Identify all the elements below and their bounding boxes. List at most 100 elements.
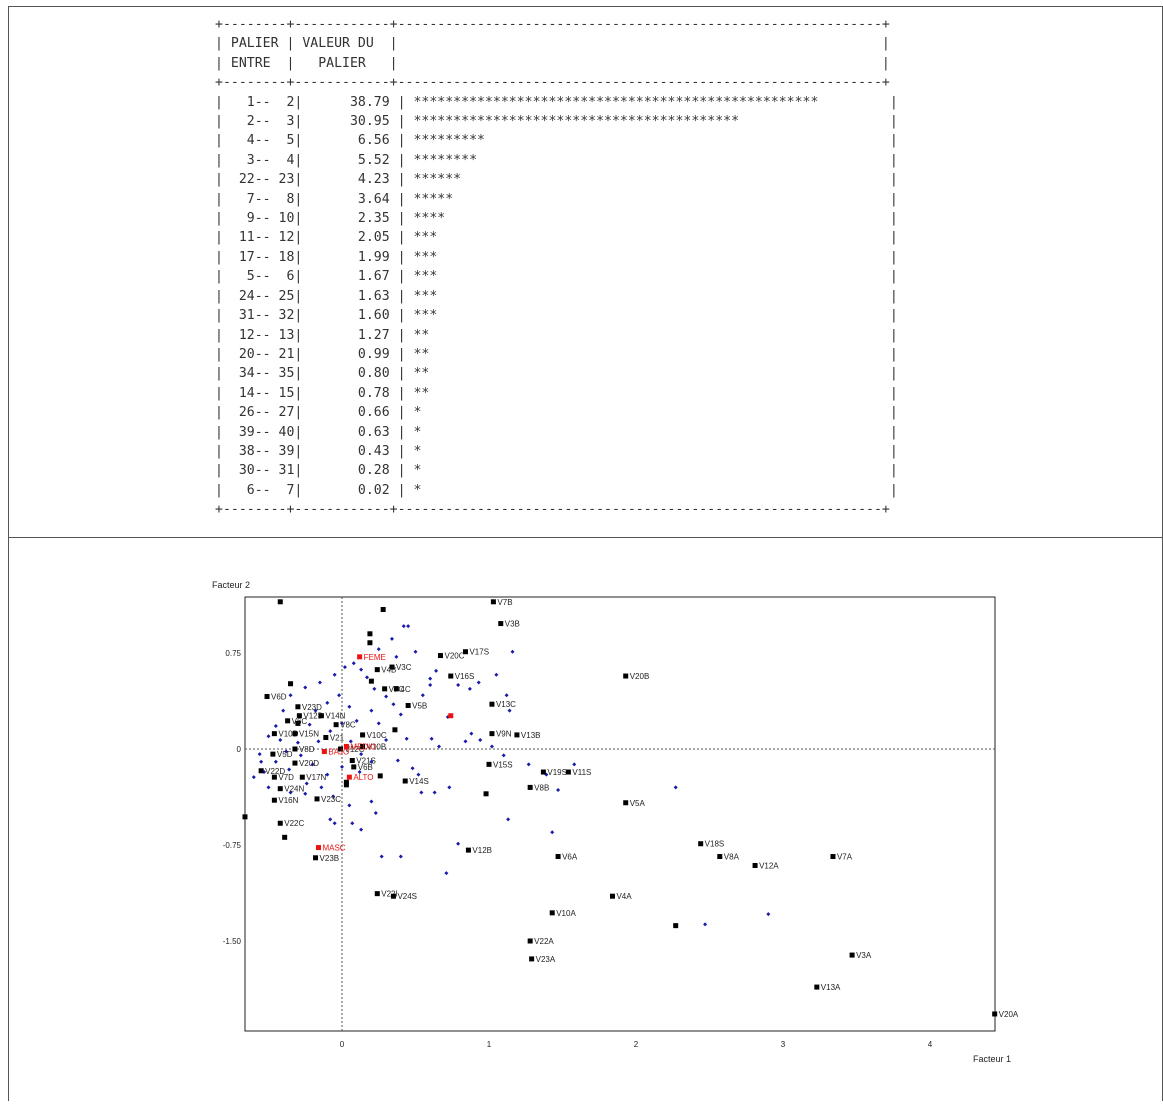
individual-point	[298, 753, 303, 758]
individual-point	[288, 693, 293, 698]
y-tick-label: 0	[237, 745, 242, 754]
individual-point	[469, 731, 474, 736]
modality-label: V7B	[497, 598, 512, 607]
individual-point	[389, 636, 394, 641]
individual-point	[364, 675, 369, 680]
x-tick-label: 1	[487, 1040, 492, 1049]
individual-point	[501, 753, 506, 758]
modality-point	[323, 734, 329, 740]
individual-point	[394, 654, 399, 659]
modality-point	[349, 758, 355, 764]
individual-point	[351, 661, 356, 666]
supplementary-label: FEME	[364, 653, 386, 662]
modality-label: V6D	[271, 693, 287, 702]
modality-point	[717, 854, 723, 860]
modality-label: V15N	[299, 730, 319, 739]
individual-point	[384, 738, 389, 743]
modality-point	[292, 746, 298, 752]
modality-label: V24S	[397, 892, 417, 901]
individual-points	[251, 624, 771, 927]
modality-point	[351, 764, 357, 770]
y-axis-title: Facteur 2	[212, 580, 250, 590]
modality-point	[374, 891, 380, 897]
modality-label: V7D	[278, 773, 294, 782]
individual-point	[401, 624, 406, 629]
modality-point	[540, 769, 546, 775]
modality-point	[673, 923, 679, 929]
modality-label: V12B	[472, 846, 492, 855]
individual-point	[332, 672, 337, 677]
individual-point	[303, 685, 308, 690]
modality-point	[498, 621, 504, 627]
modality-point	[271, 797, 277, 803]
modality-point	[389, 664, 395, 670]
modality-point	[377, 773, 383, 779]
modality-label: V8B	[534, 783, 549, 792]
individual-point	[398, 854, 403, 859]
individual-point	[379, 854, 384, 859]
x-tick-label: 2	[634, 1040, 639, 1049]
modality-point	[483, 791, 489, 797]
individual-point	[673, 785, 678, 790]
individual-point	[432, 790, 437, 795]
individual-point	[703, 922, 708, 927]
modality-point	[367, 631, 373, 637]
individual-point	[369, 799, 374, 804]
individual-point	[444, 871, 449, 876]
individual-point	[325, 772, 330, 777]
modality-label: V18S	[705, 840, 725, 849]
modality-point	[277, 786, 283, 792]
individual-point	[281, 708, 286, 713]
individual-point	[310, 762, 315, 767]
supplementary-point	[315, 845, 321, 851]
modality-label: V8A	[724, 853, 740, 862]
modality-label: V12C	[345, 745, 365, 754]
modality-point	[392, 727, 398, 733]
modality-label: V15S	[493, 760, 513, 769]
individual-point	[266, 734, 271, 739]
individual-point	[350, 821, 355, 826]
individual-point	[354, 718, 359, 723]
modality-label: V23B	[320, 854, 340, 863]
modality-point	[752, 862, 758, 868]
modality-label: V14S	[409, 777, 429, 786]
supplementary-label: MEDIO	[350, 742, 376, 751]
y-tick-label: -1.50	[223, 937, 242, 946]
eigenvalue-panel: +--------+------------+-----------------…	[8, 6, 1163, 538]
modality-point	[405, 702, 411, 708]
modality-point	[299, 774, 305, 780]
y-tick-label: 0.75	[225, 649, 241, 658]
individual-point	[359, 827, 364, 832]
individual-point	[550, 830, 555, 835]
modality-label: V10A	[556, 909, 576, 918]
individual-point	[419, 790, 424, 795]
tick-labels: 0 1 2 3 4 -1.50 -0.75 0 0.75	[223, 649, 933, 1049]
individual-point	[342, 665, 347, 670]
palier-table: +--------+------------+-----------------…	[215, 17, 898, 518]
modality-label: V11S	[572, 768, 591, 777]
modality-label: V19S	[547, 768, 567, 777]
individual-point	[510, 649, 515, 654]
individual-point	[429, 736, 434, 741]
modality-label: V5A	[630, 799, 646, 808]
modality-label: V8C	[340, 721, 356, 730]
individual-point	[504, 693, 509, 698]
modality-point	[292, 731, 298, 737]
modality-label: V22C	[284, 819, 304, 828]
modality-point	[565, 769, 571, 775]
modality-point	[242, 814, 248, 820]
individual-point	[328, 817, 333, 822]
modality-point	[318, 713, 324, 719]
individual-point	[489, 744, 494, 749]
x-tick-label: 0	[340, 1040, 345, 1049]
modality-point	[490, 599, 496, 605]
modality-point	[527, 784, 533, 790]
individual-point	[467, 686, 472, 691]
individual-point	[347, 803, 352, 808]
individual-point	[434, 668, 439, 673]
individual-point	[259, 759, 264, 764]
modality-point	[489, 701, 495, 707]
individual-point	[376, 647, 381, 652]
individual-point	[284, 749, 289, 754]
modality-point	[814, 984, 820, 990]
